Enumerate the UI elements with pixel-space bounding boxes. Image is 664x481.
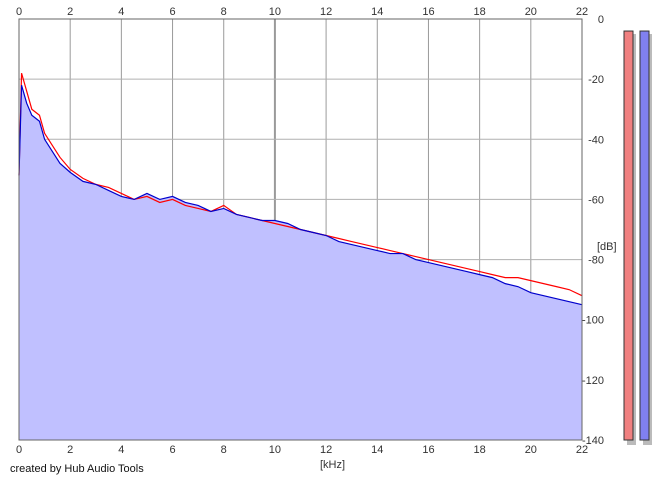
spectrum-fill bbox=[19, 85, 582, 441]
plot-frame bbox=[18, 18, 583, 441]
x-tick-label-top: 10 bbox=[269, 6, 281, 18]
level-meter-left bbox=[623, 30, 634, 441]
x-tick-label-bottom: 18 bbox=[474, 444, 486, 456]
y-tick-label: -40 bbox=[588, 134, 604, 146]
x-tick-label-top: 2 bbox=[67, 6, 73, 18]
series-lines bbox=[18, 72, 583, 306]
x-tick-label-top: 18 bbox=[474, 6, 486, 18]
x-tick-label-bottom: 16 bbox=[422, 444, 434, 456]
x-tick-label-top: 20 bbox=[525, 6, 537, 18]
x-tick-label-bottom: 20 bbox=[525, 444, 537, 456]
y-tick-label: -140 bbox=[582, 435, 604, 447]
level-meter-right bbox=[639, 30, 650, 441]
y-tick-label: -80 bbox=[588, 255, 604, 267]
x-tick-label-bottom: 14 bbox=[371, 444, 383, 456]
x-tick-label-top: 14 bbox=[371, 6, 383, 18]
x-tick-label-bottom: 8 bbox=[221, 444, 227, 456]
y-tick-label: -100 bbox=[582, 315, 604, 327]
x-tick-label-bottom: 4 bbox=[118, 444, 124, 456]
x-tick-label-bottom: 6 bbox=[169, 444, 175, 456]
x-tick-label-bottom: 10 bbox=[269, 444, 281, 456]
x-tick-label-bottom: 22 bbox=[576, 444, 588, 456]
x-tick-label-bottom: 2 bbox=[67, 444, 73, 456]
y-tick-label: 0 bbox=[598, 14, 604, 26]
y-tick-labels: 0 -20 -40 -60 -80 -100 -120 -140 bbox=[582, 14, 604, 447]
x-tick-label-top: 16 bbox=[422, 6, 434, 18]
x-tick-labels-bottom: 0 2 4 6 8 10 12 14 16 18 20 22 bbox=[16, 444, 588, 456]
x-axis-label: [kHz] bbox=[320, 459, 345, 471]
x-tick-label-bottom: 12 bbox=[320, 444, 332, 456]
x-tick-label-top: 0 bbox=[16, 6, 22, 18]
spectrum-area bbox=[19, 85, 582, 441]
y-tick-label: -20 bbox=[588, 74, 604, 86]
x-tick-label-top: 22 bbox=[576, 6, 588, 18]
x-tick-label-top: 4 bbox=[118, 6, 124, 18]
x-tick-label-top: 6 bbox=[169, 6, 175, 18]
series-line-red bbox=[18, 72, 583, 297]
credit-text: created by Hub Audio Tools bbox=[10, 463, 144, 475]
level-meters bbox=[623, 30, 652, 446]
y-tick-label: -60 bbox=[588, 194, 604, 206]
x-tick-label-top: 8 bbox=[221, 6, 227, 18]
x-tick-label-bottom: 0 bbox=[16, 444, 22, 456]
y-axis-label: [dB] bbox=[597, 241, 617, 253]
x-tick-label-top: 12 bbox=[320, 6, 332, 18]
series-line-blue bbox=[18, 84, 583, 306]
y-tick-label: -120 bbox=[582, 375, 604, 387]
x-tick-labels-top: 0 2 4 6 8 10 12 14 16 18 20 22 bbox=[16, 6, 588, 18]
